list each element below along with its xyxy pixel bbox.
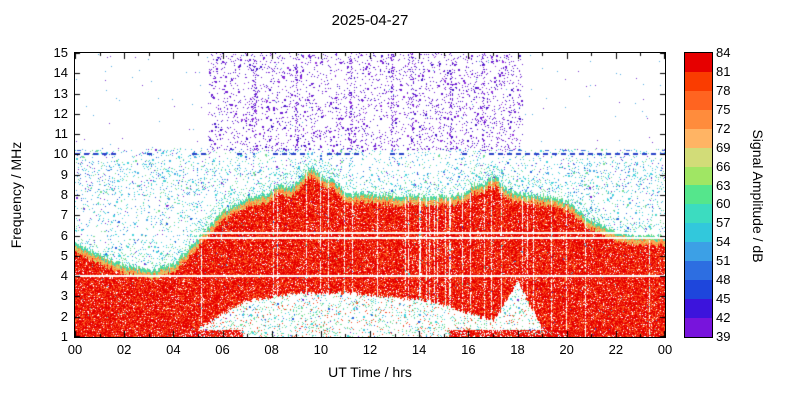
colorbar-tick-label: 42 (716, 310, 731, 326)
x-tick-label: 04 (166, 342, 181, 357)
colorbar-segment (685, 185, 712, 205)
x-tick-label: 02 (116, 342, 132, 357)
colorbar-segment (685, 298, 712, 318)
colorbar-segment (685, 204, 712, 224)
colorbar-segment (685, 53, 712, 72)
y-tick-label: 2 (60, 308, 68, 324)
colorbar-segment (685, 223, 712, 243)
colorbar-tick-label: 84 (716, 45, 731, 60)
colorbar-segment (685, 317, 712, 337)
colorbar-tick-label: 48 (716, 272, 731, 288)
y-tick-label: 7 (60, 207, 68, 223)
colorbar-segment (685, 261, 712, 281)
colorbar-tick-label: 78 (716, 82, 731, 98)
x-tick-label: 12 (362, 342, 378, 357)
colorbar-tick-label: 63 (716, 177, 731, 193)
y-tick-label: 14 (53, 65, 68, 81)
y-tick-label: 8 (60, 187, 68, 202)
x-tick-label: 14 (411, 342, 427, 357)
y-tick-label: 3 (60, 288, 68, 304)
colorbar-segment (685, 90, 712, 110)
colorbar-label: Signal Amplitude / dB (750, 129, 766, 263)
y-tick-label: 10 (53, 146, 68, 162)
colorbar-segment (685, 166, 712, 186)
colorbar-tick-label: 54 (716, 234, 731, 250)
x-tick-label: 20 (559, 342, 574, 357)
x-tick-label: 00 (657, 342, 673, 357)
colorbar-tick-label: 39 (716, 329, 731, 344)
colorbar-segment (685, 242, 712, 262)
colorbar-segment (685, 128, 712, 148)
y-tick-label: 11 (54, 126, 69, 142)
x-tick-label: 18 (510, 342, 525, 357)
x-tick-label: 00 (67, 342, 83, 357)
y-tick-label: 1 (60, 329, 68, 344)
page-title: 2025-04-27 (331, 12, 409, 29)
colorbar-tick-label: 69 (716, 139, 731, 155)
colorbar-segment (685, 109, 712, 129)
y-tick-label: 5 (60, 247, 68, 263)
colorbar-segment (685, 71, 712, 91)
x-tick-label: 16 (461, 342, 476, 357)
y-tick-label: 6 (60, 227, 68, 243)
y-tick-label: 13 (53, 85, 68, 101)
x-tick-label: 08 (264, 342, 279, 357)
x-axis-label: UT Time / hrs (328, 364, 412, 380)
colorbar-segment (685, 147, 712, 167)
x-tick-label: 06 (215, 342, 230, 357)
x-tick-label: 22 (608, 342, 624, 357)
y-tick-label: 9 (60, 166, 68, 182)
colorbar (684, 52, 713, 338)
y-tick-label: 4 (60, 268, 68, 284)
colorbar-tick-label: 81 (716, 63, 731, 79)
x-tick-label: 10 (313, 342, 329, 357)
y-axis-label: Frequency / MHz (8, 141, 24, 249)
colorbar-tick-label: 45 (716, 291, 731, 307)
spectrogram-canvas (75, 53, 665, 337)
colorbar-tick-label: 66 (716, 158, 731, 174)
colorbar-tick-label: 60 (716, 196, 731, 212)
colorbar-tick-label: 72 (716, 120, 731, 136)
plot-frame (74, 52, 666, 338)
y-tick-label: 12 (53, 105, 68, 121)
colorbar-segment (685, 280, 712, 299)
y-tick-label: 15 (53, 45, 68, 60)
colorbar-tick-label: 57 (716, 215, 731, 231)
colorbar-tick-label: 75 (716, 101, 731, 117)
colorbar-tick-label: 51 (716, 253, 731, 269)
